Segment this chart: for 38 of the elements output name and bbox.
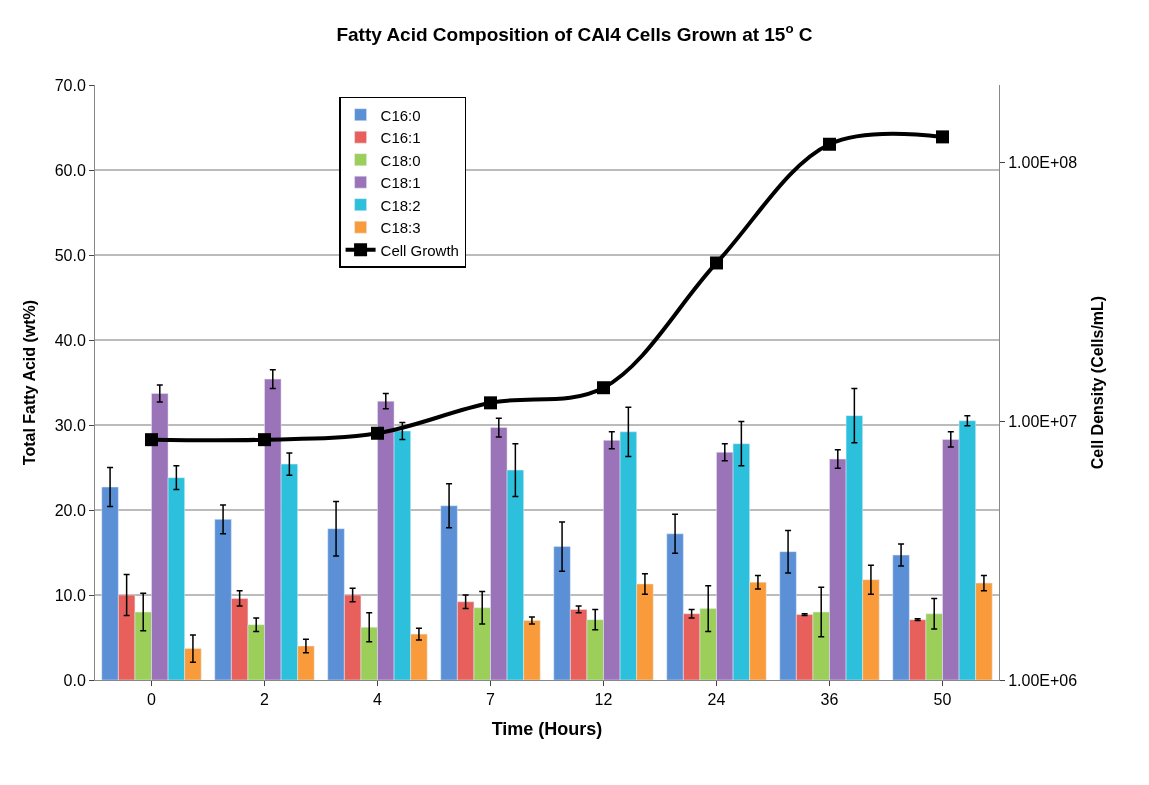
point	[823, 137, 836, 151]
point	[597, 381, 610, 395]
x-tick-label: 7	[486, 691, 496, 709]
point	[258, 433, 271, 447]
x-tick-label: 4	[373, 691, 383, 709]
y2-tick-label: 1.00E+08	[1008, 154, 1078, 172]
y2-tick-label: 1.00E+06	[1008, 671, 1078, 689]
y-tick-label: 60.0	[54, 161, 86, 179]
point	[936, 130, 949, 144]
y-tick-label: 50.0	[54, 246, 86, 264]
chart-title: Fatty Acid Composition of CAI4 Cells Grown at 15$^{o}$ C	[336, 20, 813, 45]
y2-tick-label: 1.00E+07	[1008, 413, 1078, 431]
y2-axis-title: Cell Density (Cells/mL)	[1088, 295, 1106, 470]
x-tick-label: 2	[260, 691, 270, 709]
point	[145, 433, 158, 447]
legend-label: C18:3	[380, 219, 421, 236]
point	[484, 396, 497, 410]
point	[371, 426, 384, 440]
y-tick-label: 20.0	[54, 501, 86, 519]
x-tick-label: 50	[933, 691, 952, 709]
legend-label: C16:0	[380, 106, 421, 124]
x-tick-label: 36	[820, 691, 839, 709]
x-tick-label: 12	[594, 691, 613, 709]
legend-label: C18:0	[380, 151, 421, 169]
legend-label: C16:1	[380, 129, 421, 146]
y-tick-label: 10.0	[54, 586, 86, 604]
y-tick-label: 30.0	[54, 416, 86, 434]
legend-label: C18:2	[380, 196, 421, 214]
x-tick-label: 0	[147, 691, 157, 709]
x-axis-title: Time (Hours)	[491, 719, 603, 740]
legend-label: Cell Growth	[380, 241, 459, 259]
y-tick-label: 40.0	[54, 331, 86, 349]
x-tick-label: 24	[707, 691, 726, 709]
y-axis-title: Total Fatty Acid (wt%)	[20, 299, 38, 466]
y-tick-label: 70.0	[54, 76, 86, 94]
point	[710, 256, 723, 270]
legend-label: C18:1	[380, 174, 421, 191]
y-tick-label: 0.0	[63, 671, 86, 689]
